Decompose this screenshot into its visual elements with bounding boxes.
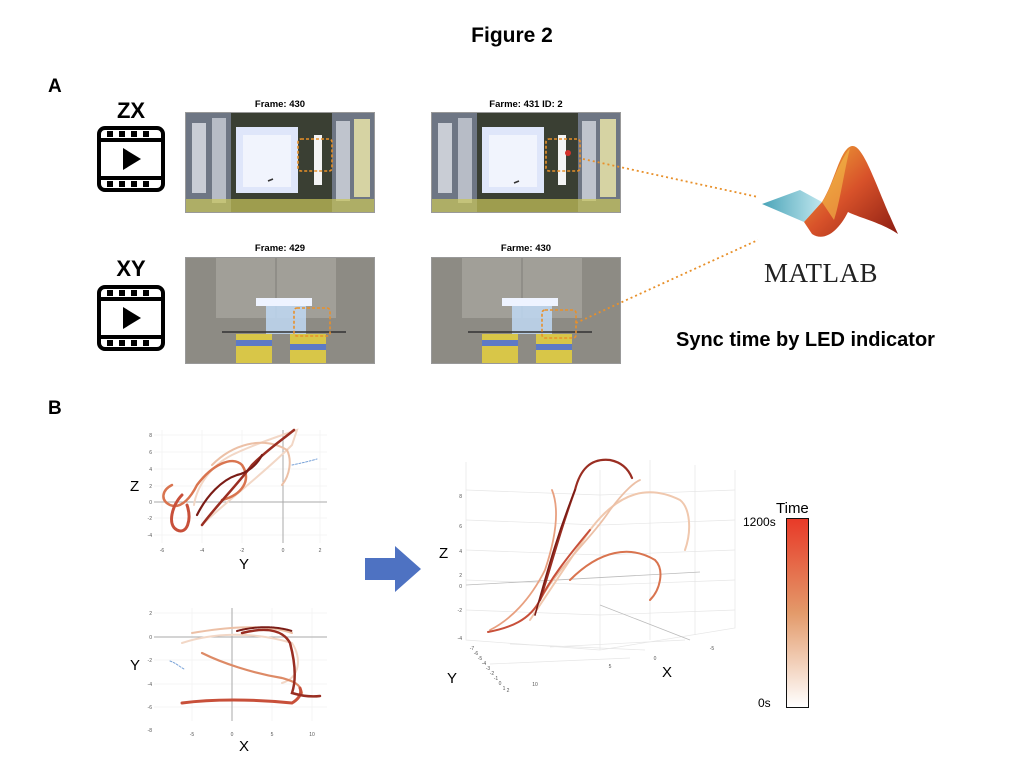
video-frame-thumbnail — [431, 112, 621, 213]
tick-label: 0 — [499, 681, 502, 687]
panel-a-label: A — [48, 76, 62, 97]
xy-trajectory-plot: 2 0 -2 -4 -6 -8 -5 0 5 10 — [148, 608, 327, 738]
tick-label: -2 — [240, 548, 245, 554]
figure-title: Figure 2 — [471, 24, 553, 47]
tick-label: 0 — [149, 635, 152, 641]
tick-label: -2 — [148, 516, 153, 522]
tick-label: -4 — [148, 682, 153, 688]
trajectory-3d-plot: 8 6 4 2 0 -2 -4 10 5 0 -5 -7 -6 -5 -4 -3… — [458, 458, 736, 692]
axis-label-x: X — [662, 664, 673, 681]
tick-label: 2 — [507, 688, 510, 692]
frame-caption: Frame: 430 — [254, 99, 306, 110]
axis-label-y: Y — [130, 657, 141, 674]
tick-label: -5 — [478, 656, 483, 662]
axis-label-z: Z — [130, 478, 140, 495]
matlab-membrane-icon — [762, 145, 898, 237]
axis-label-y: Y — [447, 670, 458, 687]
tick-label: -8 — [148, 728, 153, 734]
tick-label: -2 — [490, 671, 495, 677]
tick-label: -4 — [458, 636, 463, 642]
tick-label: -4 — [482, 661, 487, 667]
sync-caption: Sync time by LED indicator — [676, 329, 935, 351]
view-label-zx: ZX — [116, 98, 146, 123]
view-label-xy: XY — [116, 256, 146, 281]
tick-label: -4 — [148, 533, 153, 539]
tick-label: 0 — [231, 732, 234, 738]
tick-label: -5 — [710, 646, 715, 652]
tick-label: 0 — [282, 548, 285, 554]
tick-label: 0 — [149, 500, 152, 506]
colorbar-min-label: 0s — [758, 696, 771, 710]
tick-label: -6 — [474, 651, 479, 657]
tick-label: 4 — [149, 467, 152, 473]
frame-caption: Farme: 431 ID: 2 — [489, 99, 563, 110]
tick-label: 8 — [149, 433, 152, 439]
tick-label: 10 — [532, 682, 538, 688]
colorbar-title: Time — [776, 500, 809, 517]
axis-label-z: Z — [439, 545, 449, 562]
colorbar-max-label: 1200s — [743, 515, 776, 529]
tick-label: 0 — [654, 656, 657, 662]
panel-b-label: B — [48, 398, 62, 419]
tick-label: 6 — [149, 450, 152, 456]
tick-label: 2 — [459, 573, 462, 579]
frame-caption: Frame: 429 — [254, 243, 306, 254]
tick-label: -7 — [470, 646, 475, 652]
tick-label: 1 — [503, 686, 506, 692]
tick-label: -2 — [148, 658, 153, 664]
axis-label-y: Y — [239, 556, 250, 573]
frame-caption: Farme: 430 — [500, 243, 552, 254]
time-colorbar — [786, 518, 809, 708]
video-frame-thumbnail — [431, 257, 621, 364]
tick-label: 4 — [459, 549, 462, 555]
tick-label: 5 — [609, 664, 612, 670]
video-frame-thumbnail — [185, 257, 375, 364]
axis-label-x: X — [239, 738, 250, 755]
sync-connector-lines — [575, 158, 759, 324]
tick-label: -5 — [190, 732, 195, 738]
right-arrow-icon — [365, 546, 421, 592]
tick-label: 6 — [459, 524, 462, 530]
tick-label: 2 — [149, 611, 152, 617]
tick-label: 5 — [271, 732, 274, 738]
tick-label: 10 — [309, 732, 315, 738]
tick-label: -3 — [486, 666, 491, 672]
film-icon — [97, 126, 165, 192]
tick-label: -2 — [458, 608, 463, 614]
tick-label: -1 — [494, 676, 499, 682]
tick-label: 2 — [319, 548, 322, 554]
tick-label: 8 — [459, 494, 462, 500]
matlab-wordmark: MATLAB — [764, 258, 879, 288]
film-icon — [97, 285, 165, 351]
zy-trajectory-plot: 8 6 4 2 0 -2 -4 -6 -4 -2 0 2 — [148, 428, 327, 554]
video-frame-thumbnail — [185, 112, 375, 213]
tick-label: -4 — [200, 548, 205, 554]
tick-label: 0 — [459, 584, 462, 590]
tick-label: 2 — [149, 484, 152, 490]
tick-label: -6 — [148, 705, 153, 711]
tick-label: -6 — [160, 548, 165, 554]
